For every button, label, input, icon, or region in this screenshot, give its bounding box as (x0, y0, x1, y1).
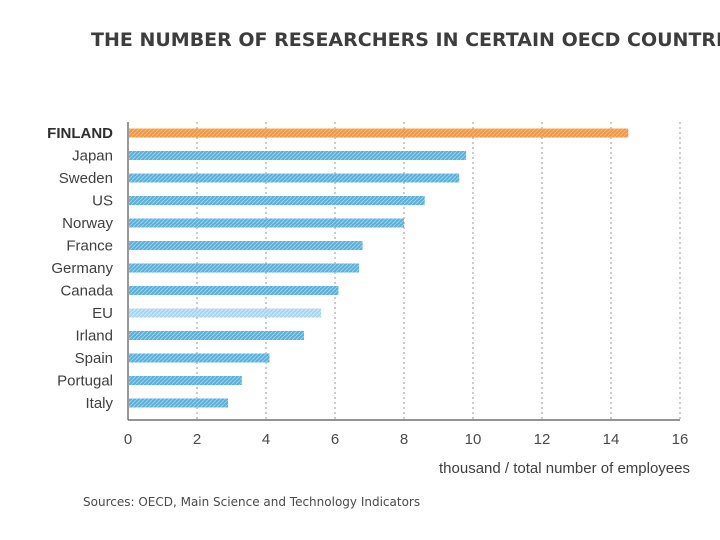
x-tick-label: 12 (534, 431, 551, 448)
x-tick-label: 16 (672, 431, 689, 448)
category-label: Germany (51, 260, 113, 277)
bar-sweden (129, 173, 460, 183)
category-label: Canada (60, 283, 113, 300)
bar-japan (129, 151, 467, 160)
category-label: Irland (75, 328, 113, 345)
bar-france (129, 241, 363, 250)
x-tick-label: 6 (331, 431, 339, 448)
category-label: Japan (72, 148, 113, 165)
bar-canada (129, 286, 339, 295)
category-label: France (66, 238, 113, 255)
bar-irland (129, 331, 304, 340)
category-label: Sweden (59, 170, 113, 187)
category-label: FINLAND (47, 125, 113, 142)
x-tick-label: 4 (262, 431, 270, 448)
category-labels: FINLAND Japan Sweden US Norway France Germany C… (47, 125, 113, 412)
x-tick-label: 2 (193, 431, 201, 448)
category-label: Norway (62, 215, 113, 232)
category-label: Italy (85, 395, 113, 412)
category-label: US (92, 193, 113, 210)
category-label: Portugal (57, 373, 113, 390)
bar-italy (129, 398, 229, 408)
x-tick-label: 8 (400, 431, 408, 448)
source-note: Sources: OECD, Main Science and Technolo… (83, 495, 420, 509)
x-tick-label: 0 (124, 431, 132, 448)
bar-us (129, 196, 425, 205)
bar-norway (129, 218, 404, 228)
category-label: Spain (75, 350, 113, 367)
x-tick-label: 14 (603, 431, 620, 448)
bar-finland (129, 128, 629, 138)
category-label: EU (92, 305, 113, 322)
bar-portugal (129, 376, 242, 385)
x-tick-labels: 0 2 4 6 8 10 12 14 16 (124, 431, 689, 448)
chart-title: THE NUMBER OF RESEARCHERS IN CERTAIN OEC… (91, 29, 720, 51)
x-axis (127, 122, 680, 421)
x-tick-label: 10 (465, 431, 482, 448)
bars-group (129, 128, 629, 408)
bar-germany (129, 263, 360, 273)
bar-eu (129, 308, 322, 318)
bar-spain (129, 353, 270, 363)
x-axis-label: thousand / total number of employees (439, 460, 690, 477)
